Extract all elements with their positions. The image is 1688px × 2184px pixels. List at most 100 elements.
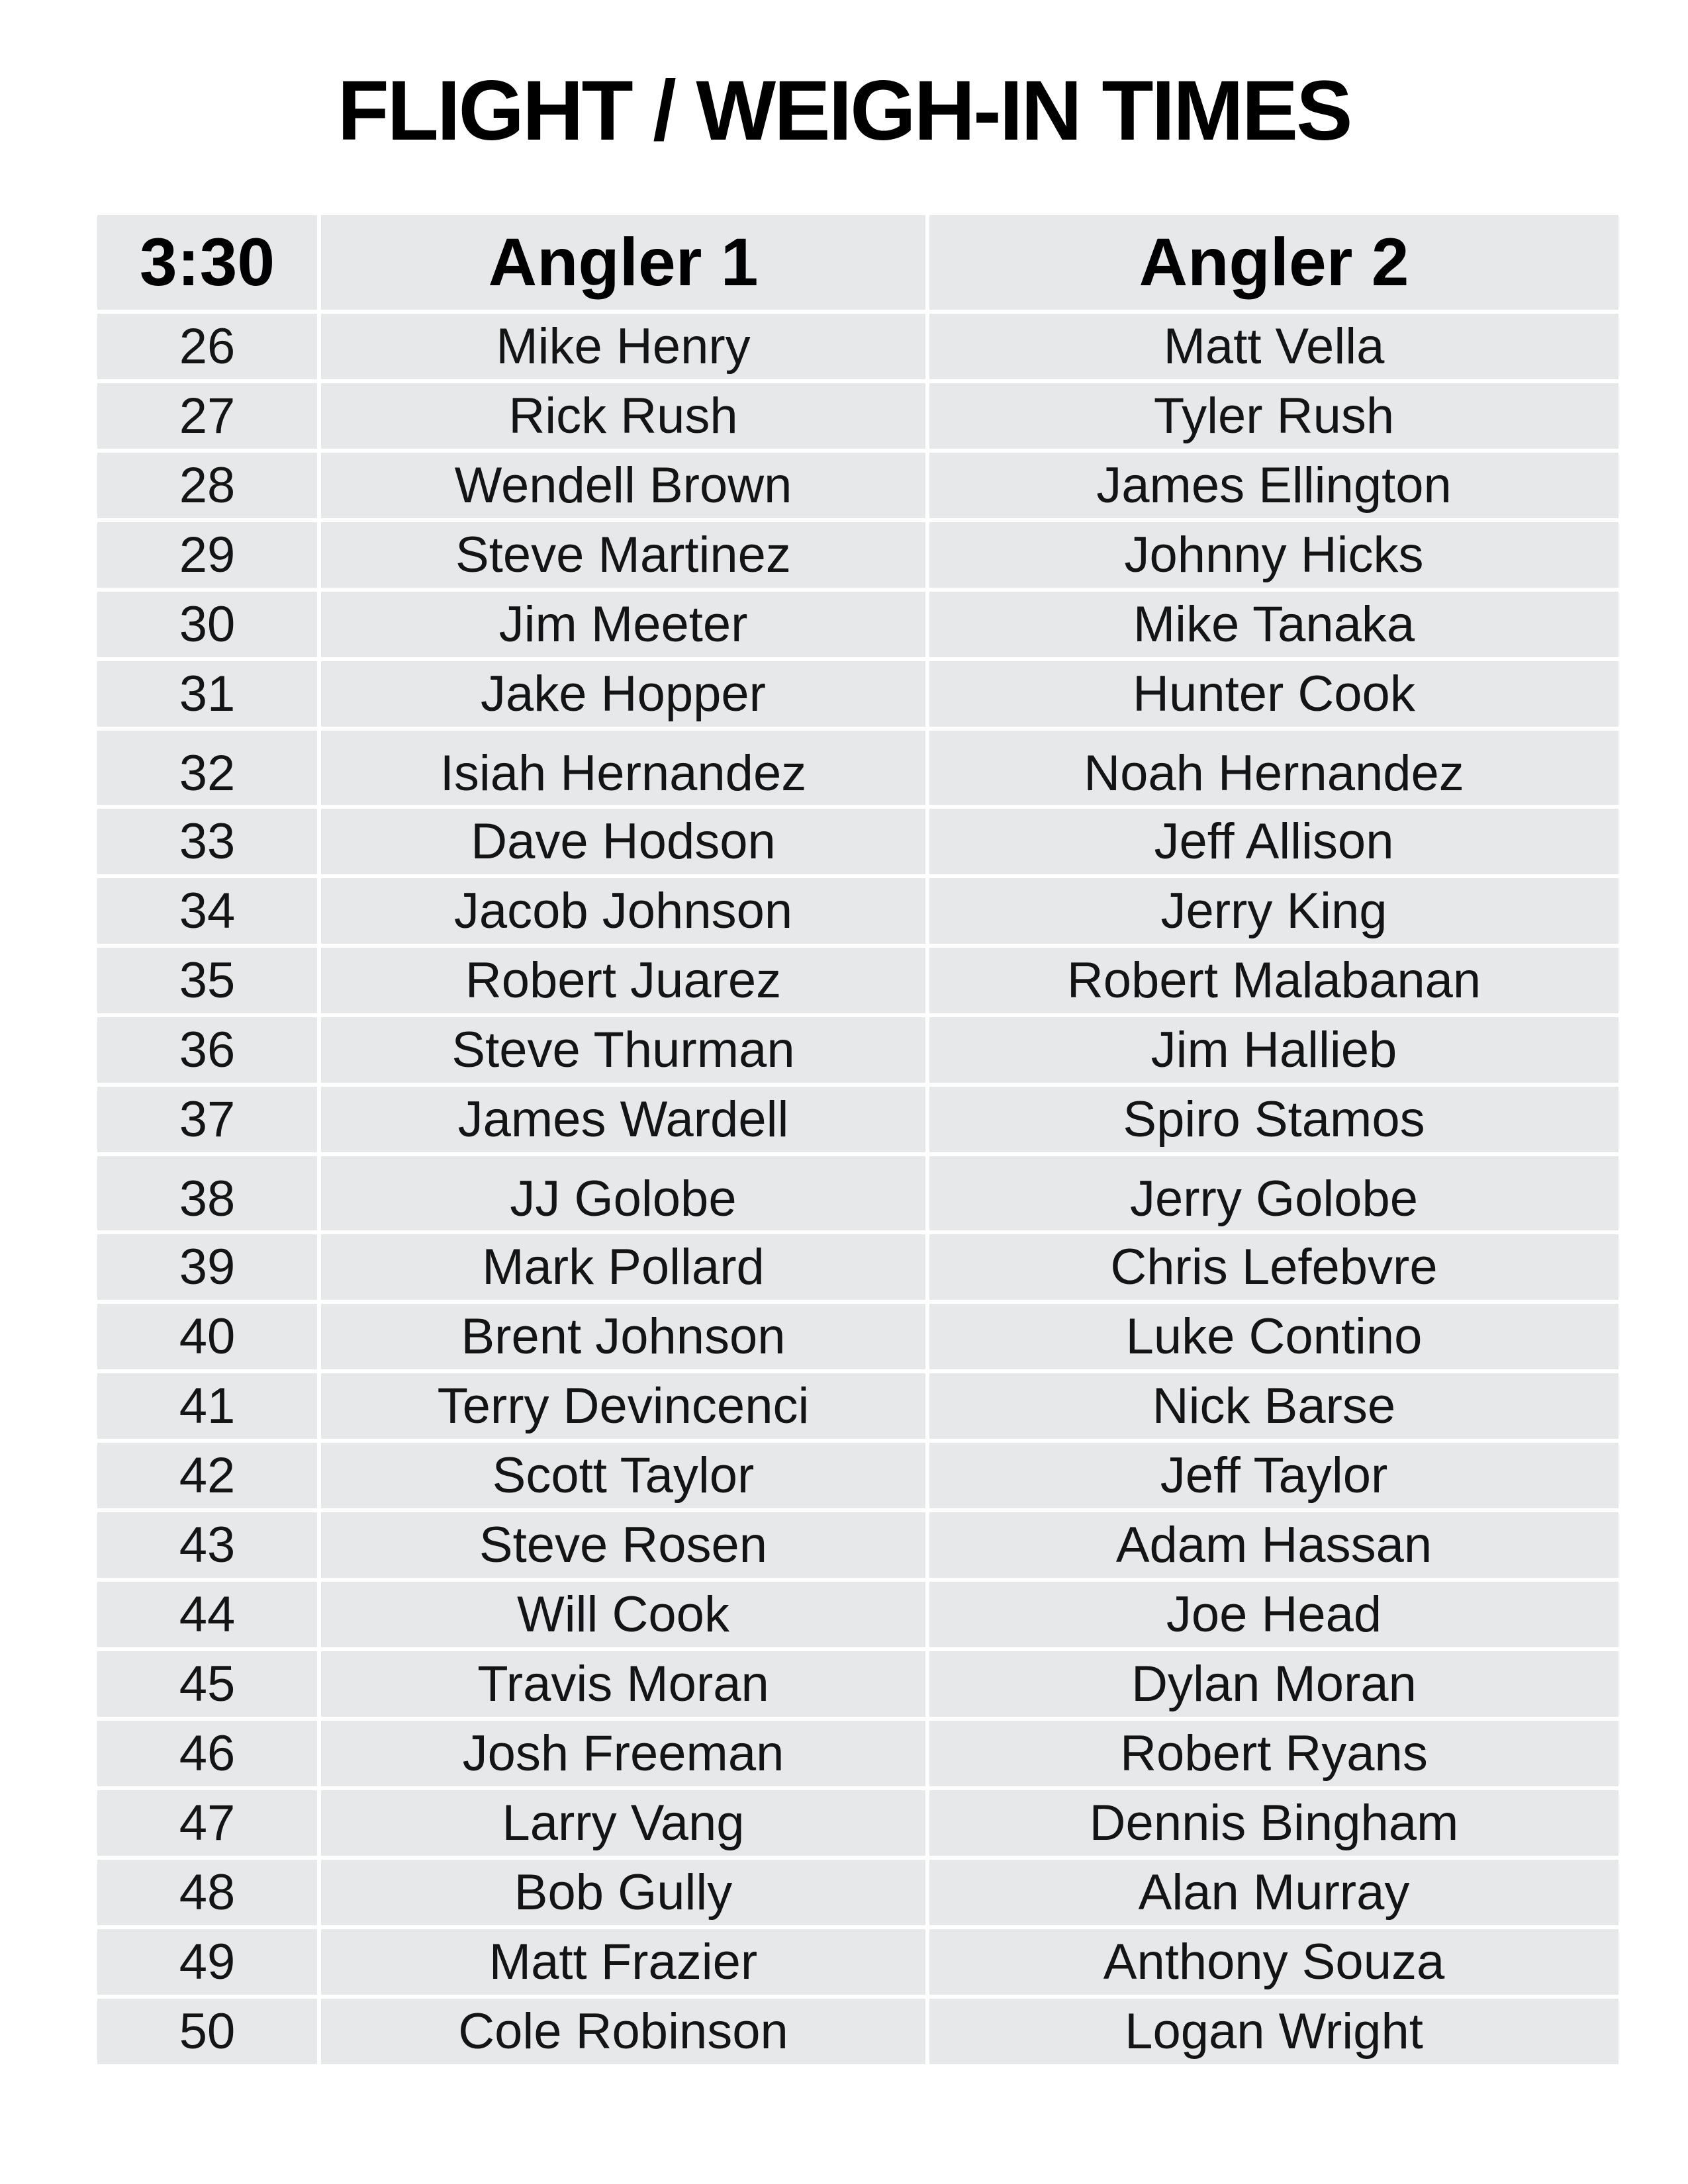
- angler1-cell: Cole Robinson: [321, 1998, 925, 2064]
- table-row: 35 Robert Juarez Robert Malabanan: [97, 947, 1618, 1013]
- table-row: 44 Will Cook Joe Head: [97, 1581, 1618, 1647]
- row-number-cell: 41: [97, 1373, 317, 1439]
- angler2-cell: Chris Lefebvre: [929, 1234, 1618, 1300]
- angler2-cell: Jerry Golobe: [929, 1156, 1618, 1230]
- table-row: 36 Steve Thurman Jim Hallieb: [97, 1017, 1618, 1083]
- angler2-cell: Jeff Allison: [929, 808, 1618, 874]
- row-number-cell: 27: [97, 383, 317, 449]
- table-row: 43 Steve Rosen Adam Hassan: [97, 1512, 1618, 1578]
- row-number-cell: 36: [97, 1017, 317, 1083]
- table-row: 41 Terry Devincenci Nick Barse: [97, 1373, 1618, 1439]
- table-row: 27 Rick Rush Tyler Rush: [97, 383, 1618, 449]
- table-row: 33 Dave Hodson Jeff Allison: [97, 808, 1618, 874]
- row-number-cell: 38: [97, 1156, 317, 1230]
- angler2-cell: Robert Ryans: [929, 1720, 1618, 1786]
- row-number-cell: 42: [97, 1442, 317, 1508]
- row-number-cell: 48: [97, 1859, 317, 1925]
- row-number-cell: 35: [97, 947, 317, 1013]
- angler2-cell: Jerry King: [929, 878, 1618, 944]
- row-number-cell: 49: [97, 1929, 317, 1995]
- angler2-cell: Matt Vella: [929, 313, 1618, 379]
- angler2-cell: James Ellington: [929, 452, 1618, 518]
- table-row: 40 Brent Johnson Luke Contino: [97, 1303, 1618, 1369]
- table-row: 45 Travis Moran Dylan Moran: [97, 1651, 1618, 1717]
- table-row: 31 Jake Hopper Hunter Cook: [97, 660, 1618, 727]
- row-number-cell: 50: [97, 1998, 317, 2064]
- angler1-cell: Jake Hopper: [321, 660, 925, 727]
- row-number-cell: 33: [97, 808, 317, 874]
- row-number-cell: 40: [97, 1303, 317, 1369]
- angler1-cell: Mike Henry: [321, 313, 925, 379]
- angler1-cell: Terry Devincenci: [321, 1373, 925, 1439]
- row-number-cell: 34: [97, 878, 317, 944]
- weigh-in-table: 3:30 Angler 1 Angler 2 26 Mike Henry Matt …: [93, 211, 1622, 2068]
- table-row: 30 Jim Meeter Mike Tanaka: [97, 591, 1618, 657]
- angler1-cell: Larry Vang: [321, 1790, 925, 1856]
- angler1-cell: Steve Martinez: [321, 522, 925, 588]
- header-angler2: Angler 2: [929, 214, 1618, 310]
- row-number-cell: 29: [97, 522, 317, 588]
- table-row: 48 Bob Gully Alan Murray: [97, 1859, 1618, 1925]
- row-number-cell: 26: [97, 313, 317, 379]
- angler2-cell: Luke Contino: [929, 1303, 1618, 1369]
- header-row: 3:30 Angler 1 Angler 2: [97, 214, 1618, 310]
- angler2-cell: Adam Hassan: [929, 1512, 1618, 1578]
- table-row: 50 Cole Robinson Logan Wright: [97, 1998, 1618, 2064]
- angler1-cell: Steve Thurman: [321, 1017, 925, 1083]
- angler2-cell: Johnny Hicks: [929, 522, 1618, 588]
- header-time: 3:30: [97, 214, 317, 310]
- angler1-cell: Steve Rosen: [321, 1512, 925, 1578]
- row-number-cell: 28: [97, 452, 317, 518]
- table-row: 49 Matt Frazier Anthony Souza: [97, 1929, 1618, 1995]
- angler2-cell: Jeff Taylor: [929, 1442, 1618, 1508]
- angler1-cell: Brent Johnson: [321, 1303, 925, 1369]
- row-number-cell: 30: [97, 591, 317, 657]
- table-row: 29 Steve Martinez Johnny Hicks: [97, 522, 1618, 588]
- table-row: 47 Larry Vang Dennis Bingham: [97, 1790, 1618, 1856]
- table-row: 32 Isiah Hernandez Noah Hernandez: [97, 730, 1618, 805]
- angler1-cell: Rick Rush: [321, 383, 925, 449]
- angler2-cell: Alan Murray: [929, 1859, 1618, 1925]
- row-number-cell: 46: [97, 1720, 317, 1786]
- table-row: 37 James Wardell Spiro Stamos: [97, 1086, 1618, 1152]
- angler1-cell: Will Cook: [321, 1581, 925, 1647]
- angler2-cell: Noah Hernandez: [929, 730, 1618, 805]
- row-number-cell: 44: [97, 1581, 317, 1647]
- angler1-cell: James Wardell: [321, 1086, 925, 1152]
- angler1-cell: Travis Moran: [321, 1651, 925, 1717]
- row-number-cell: 37: [97, 1086, 317, 1152]
- table-row: 28 Wendell Brown James Ellington: [97, 452, 1618, 518]
- table-row: 34 Jacob Johnson Jerry King: [97, 878, 1618, 944]
- angler2-cell: Tyler Rush: [929, 383, 1618, 449]
- angler1-cell: JJ Golobe: [321, 1156, 925, 1230]
- row-number-cell: 45: [97, 1651, 317, 1717]
- angler2-cell: Dennis Bingham: [929, 1790, 1618, 1856]
- row-number-cell: 39: [97, 1234, 317, 1300]
- angler2-cell: Spiro Stamos: [929, 1086, 1618, 1152]
- angler1-cell: Scott Taylor: [321, 1442, 925, 1508]
- angler1-cell: Bob Gully: [321, 1859, 925, 1925]
- angler1-cell: Isiah Hernandez: [321, 730, 925, 805]
- table-row: 46 Josh Freeman Robert Ryans: [97, 1720, 1618, 1786]
- row-number-cell: 31: [97, 660, 317, 727]
- angler1-cell: Mark Pollard: [321, 1234, 925, 1300]
- angler1-cell: Jim Meeter: [321, 591, 925, 657]
- angler2-cell: Logan Wright: [929, 1998, 1618, 2064]
- angler2-cell: Robert Malabanan: [929, 947, 1618, 1013]
- table-row: 42 Scott Taylor Jeff Taylor: [97, 1442, 1618, 1508]
- table-header: 3:30 Angler 1 Angler 2: [97, 214, 1618, 310]
- angler2-cell: Hunter Cook: [929, 660, 1618, 727]
- angler1-cell: Wendell Brown: [321, 452, 925, 518]
- table-row: 38 JJ Golobe Jerry Golobe: [97, 1156, 1618, 1230]
- angler2-cell: Dylan Moran: [929, 1651, 1618, 1717]
- angler2-cell: Mike Tanaka: [929, 591, 1618, 657]
- row-number-cell: 32: [97, 730, 317, 805]
- angler2-cell: Jim Hallieb: [929, 1017, 1618, 1083]
- angler1-cell: Matt Frazier: [321, 1929, 925, 1995]
- table-body: 26 Mike Henry Matt Vella 27 Rick Rush Tyler R…: [97, 313, 1618, 2064]
- angler2-cell: Anthony Souza: [929, 1929, 1618, 1995]
- angler1-cell: Josh Freeman: [321, 1720, 925, 1786]
- angler2-cell: Joe Head: [929, 1581, 1618, 1647]
- row-number-cell: 43: [97, 1512, 317, 1578]
